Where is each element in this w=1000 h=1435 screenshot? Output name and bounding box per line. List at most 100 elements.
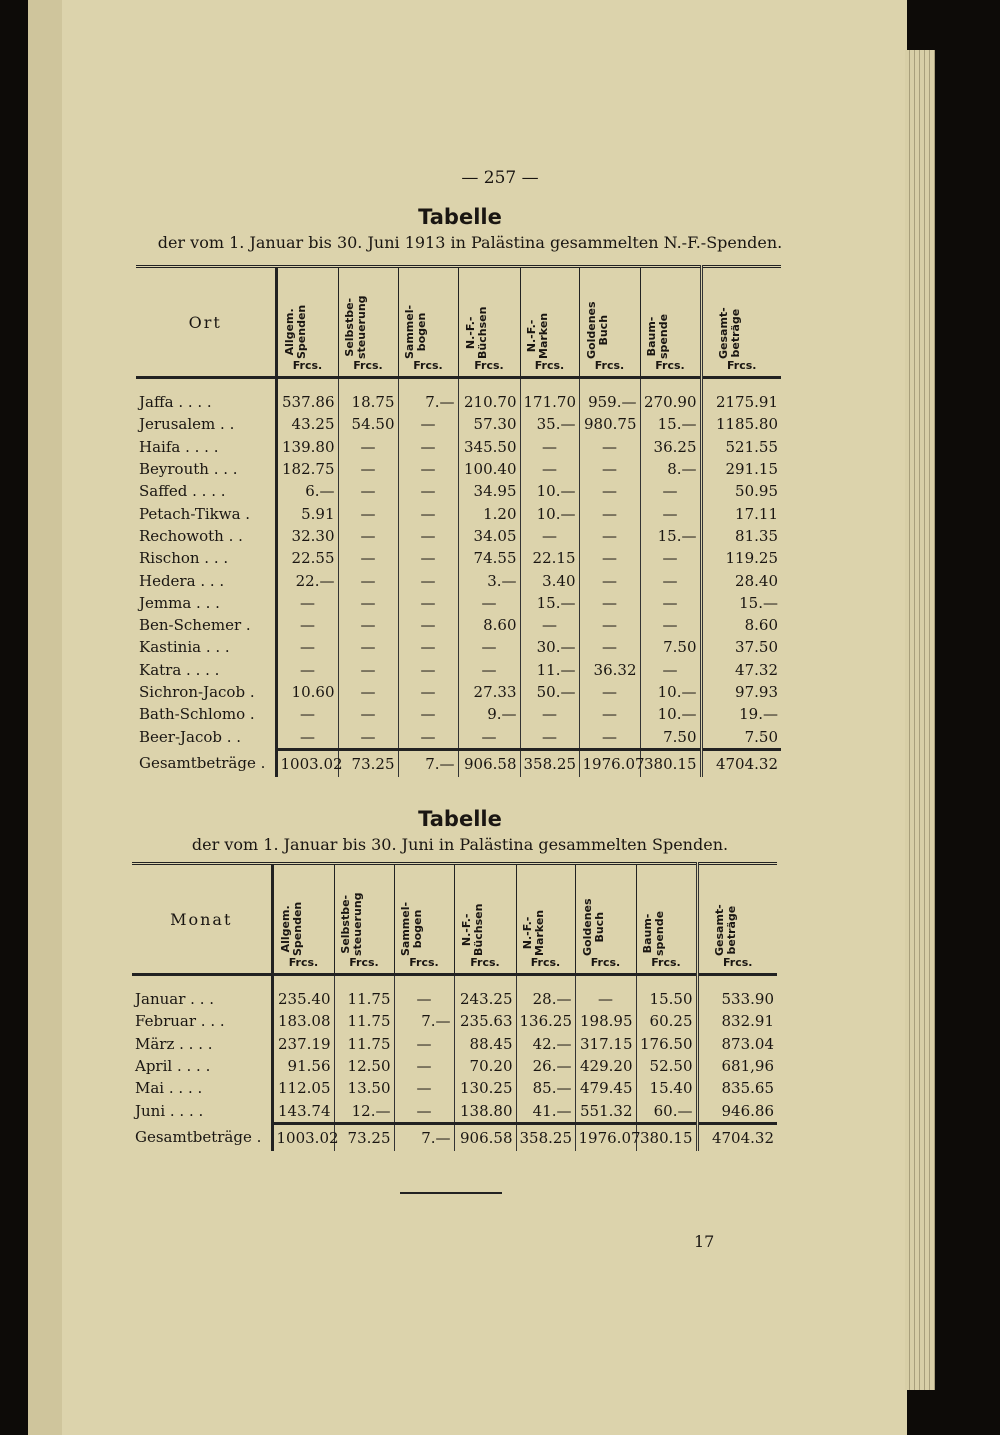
cell: 551.32 (574, 1099, 636, 1124)
cell: 533.90 (695, 974, 777, 1011)
cell: 54.50 (337, 413, 398, 436)
cell: 27.33 (457, 680, 520, 704)
cell: 28.— (515, 974, 575, 1011)
cell: — (337, 524, 398, 548)
row-label: Haifa . . . . (139, 437, 219, 456)
cell: 4704.32 (699, 747, 781, 777)
cell: — (397, 480, 458, 503)
row-label: Beyrouth . . . (139, 460, 238, 479)
cell: 15.— (519, 591, 579, 614)
cell: 32.30 (274, 524, 338, 548)
cell: 74.55 (457, 547, 520, 570)
cell: 112.05 (270, 1077, 334, 1100)
cell: — (578, 547, 640, 570)
row-label: Petach-Tikwa . (139, 504, 251, 523)
cell: — (397, 613, 458, 637)
cell: 97.93 (699, 680, 781, 704)
cell: 243.25 (453, 974, 516, 1011)
column-label: Selbstbe- steuerung (343, 295, 368, 359)
separator-rule (400, 1192, 502, 1194)
column-label: N.-F.- Marken (520, 909, 546, 956)
cell: 7.— (397, 377, 458, 414)
cell: 2175.91 (699, 377, 781, 414)
cell: 1185.80 (699, 413, 781, 436)
cell: — (337, 613, 398, 637)
cell: — (337, 591, 398, 614)
column-label: Allgem. Spenden (278, 901, 304, 956)
cell: 43.25 (274, 413, 338, 436)
cell: 959.— (578, 377, 640, 414)
cell: 30.— (519, 636, 579, 659)
cell: — (397, 457, 458, 481)
cell: 7.— (397, 747, 458, 777)
cell: — (639, 502, 701, 525)
cell: — (393, 1077, 454, 1100)
cell: 17.11 (699, 502, 781, 525)
cell: 3.— (457, 569, 520, 592)
row-label: Hedera . . . (139, 571, 225, 590)
table-row: Hedera . . . 22.— — —3.— 3.40— —28.40 (136, 569, 781, 592)
cell: 1976.07 (578, 747, 645, 777)
cell: 34.05 (457, 524, 520, 548)
table-row: April . . . . 91.56 12.50—70.20 26.— 429.20 5… (132, 1054, 777, 1078)
cell: 6.— (274, 480, 338, 503)
cell: 15.50 (635, 974, 697, 1011)
cell: — (578, 613, 640, 637)
row-label: Mai . . . . (135, 1079, 203, 1098)
cell: — (337, 636, 398, 659)
cell: — (397, 591, 458, 614)
column-header: Selbstbe- steuerung Frcs. (337, 266, 398, 378)
cell: — (274, 725, 338, 750)
cell: — (397, 435, 458, 458)
cell: 47.32 (699, 658, 781, 681)
cell: 50.— (519, 680, 579, 704)
column-unit: Frcs. (349, 956, 379, 969)
cell: 85.— (515, 1077, 575, 1100)
cell: 980.75 (578, 413, 640, 436)
table1-subtitle: der vom 1. Januar bis 30. Juni 1913 in P… (157, 233, 783, 252)
column-label: N.-F.- Marken (524, 312, 550, 359)
page-stack-edge (905, 50, 935, 1390)
table-row: Sichron-Jacob . 10.60— —27.33 50.— —10.— 97.9… (136, 680, 781, 704)
row-label: Saffed . . . . (139, 482, 226, 501)
table1-ort: Ort Allgem. Spenden Frcs. Selbstbe- steueru… (136, 265, 781, 777)
cell: — (639, 658, 701, 681)
table-row: Rechowoth . . 32.30— —34.05— —15.— 81.35 (136, 524, 781, 548)
cell: 12.— (333, 1099, 394, 1124)
cell: 34.95 (457, 480, 520, 503)
cell: 60.25 (635, 1010, 697, 1033)
row-label: Rischon . . . (139, 549, 229, 568)
cell: — (519, 613, 579, 637)
row-label: Jaffa . . . . (139, 393, 212, 412)
cell: 12.50 (333, 1054, 394, 1078)
column-unit: Frcs. (413, 359, 443, 372)
column-unit: Frcs. (470, 956, 500, 969)
table-row: Februar . . . 183.08 11.75 7.— 235.63 136.25 1… (132, 1010, 777, 1033)
table-row: Beyrouth . . . 182.75— —100.40— —8.— 291.15 (136, 457, 781, 481)
cell: 7.50 (699, 725, 781, 750)
cell: 52.50 (635, 1054, 697, 1078)
cell: 81.35 (699, 524, 781, 548)
cell: 26.— (515, 1054, 575, 1078)
cell: 1003.02 (274, 747, 343, 777)
cell: — (397, 636, 458, 659)
cell: 138.80 (453, 1099, 516, 1124)
cell: 35.— (519, 413, 579, 436)
row-label: Katra . . . . (139, 660, 220, 679)
cell: 22.— (274, 569, 338, 592)
cell: — (639, 569, 701, 592)
column-unit: Frcs. (353, 359, 383, 372)
cell: — (337, 658, 398, 681)
cell: 521.55 (699, 435, 781, 458)
row-label: Gesamtbeträge . (135, 1128, 262, 1147)
column-label: Baum- spende (641, 910, 666, 956)
table-row: Kastinia . . . — — — —30.— —7.50 37.50 (136, 636, 781, 659)
cell: — (337, 547, 398, 570)
cell: 291.15 (699, 457, 781, 481)
cell: — (274, 591, 338, 614)
cell: — (274, 613, 338, 637)
cell: — (578, 680, 640, 704)
cell: 358.25 (519, 747, 579, 777)
cell: 235.40 (270, 974, 334, 1011)
cell: 7.50 (639, 636, 701, 659)
